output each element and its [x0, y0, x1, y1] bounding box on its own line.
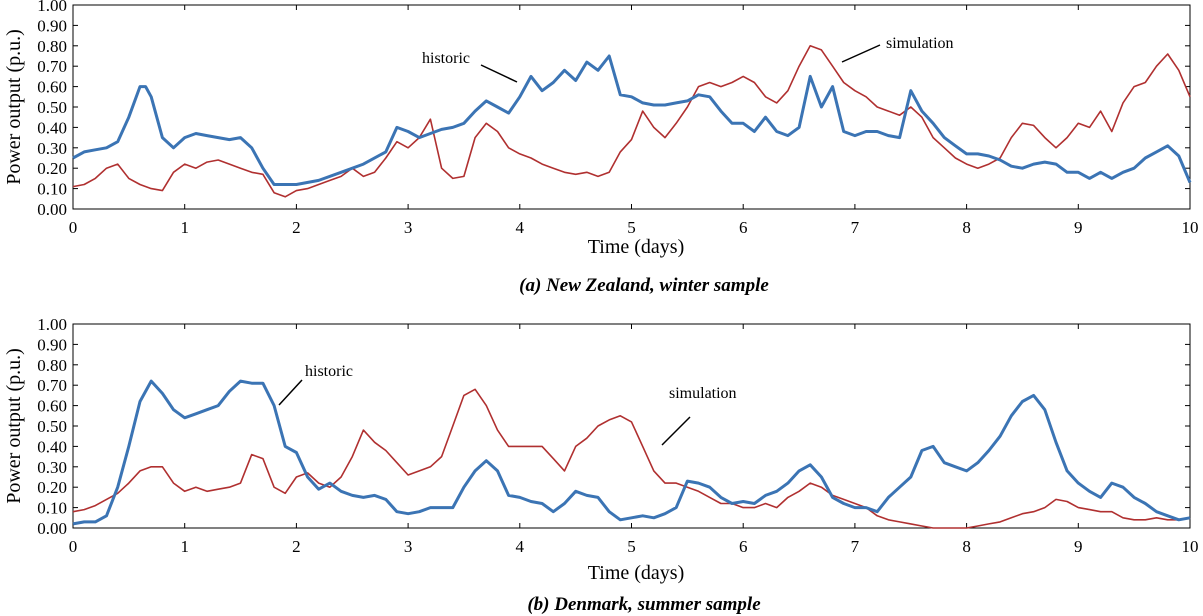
x-tick-label-b-6: 6 — [739, 537, 748, 556]
leader-line-simulation-b — [661, 416, 691, 446]
x-tick-label-b-1: 1 — [180, 537, 189, 556]
series-line-simulation-b — [72, 388, 1191, 529]
x-tick-label-b-4: 4 — [516, 537, 525, 556]
x-ticks-b: 0 1 2 3 4 5 6 7 8 9 10 — [69, 324, 1199, 556]
y-tick-label-a-5: 0.50 — [37, 98, 67, 117]
y-tick-label-b-10: 1.00 — [37, 315, 67, 334]
x-tick-label-a-10: 10 — [1182, 218, 1199, 237]
x-tick-label-b-7: 7 — [851, 537, 860, 556]
y-tick-label-a-3: 0.30 — [37, 139, 67, 158]
series-lines-b — [72, 379, 1191, 529]
x-tick-label-a-6: 6 — [739, 218, 748, 237]
x-tick-label-b-10: 10 — [1182, 537, 1199, 556]
y-ticks-b: 0.000.10 0.200.30 0.400.500.60 0.700.80 0.90… — [37, 315, 1190, 538]
x-ticks-a: 0 1 2 3 4 5 6 7 8 9 10 — [69, 5, 1199, 237]
x-tick-label-b-5: 5 — [627, 537, 636, 556]
x-tick-label-b-0: 0 — [69, 537, 78, 556]
y-tick-label-a-7: 0.70 — [37, 57, 67, 76]
y-tick-label-b-3: 0.30 — [37, 458, 67, 477]
y-tick-label-b-7: 0.70 — [37, 376, 67, 395]
x-tick-label-b-9: 9 — [1074, 537, 1083, 556]
y-axis-title-a: Power output (p.u.) — [3, 29, 25, 185]
y-tick-label-a-0: 0.00 — [37, 200, 67, 219]
y-tick-label-b-9: 0.90 — [37, 335, 67, 354]
series-lines-a — [72, 44, 1192, 198]
x-tick-label-a-4: 4 — [516, 218, 525, 237]
annotation-historic-b: historic — [305, 363, 353, 380]
caption-b: (b) Denmark, summer sample — [527, 594, 761, 615]
y-tick-label-b-2: 0.20 — [37, 478, 67, 497]
x-tick-label-a-3: 3 — [404, 218, 413, 237]
x-tick-label-a-5: 5 — [627, 218, 636, 237]
y-tick-label-a-10: 1.00 — [37, 0, 67, 15]
panel-a: 0.000.10 0.200.30 0.400.500.60 0.700.80 0.90… — [3, 0, 1199, 296]
x-tick-label-b-2: 2 — [292, 537, 301, 556]
y-tick-label-b-6: 0.60 — [37, 397, 67, 416]
series-line-historic-a — [72, 54, 1192, 186]
plot-frame-a — [72, 4, 1191, 210]
y-ticks-a: 0.000.10 0.200.30 0.400.500.60 0.700.80 0.90… — [37, 0, 1190, 219]
x-axis-title-b: Time (days) — [588, 562, 684, 584]
x-tick-label-a-1: 1 — [180, 218, 189, 237]
series-line-simulation-a — [72, 44, 1191, 198]
y-tick-label-b-1: 0.10 — [37, 499, 67, 518]
x-tick-label-a-7: 7 — [851, 218, 860, 237]
y-tick-label-b-8: 0.80 — [37, 356, 67, 375]
y-tick-label-b-0: 0.00 — [37, 519, 67, 538]
caption-a: (a) New Zealand, winter sample — [519, 275, 769, 296]
y-axis-title-b: Power output (p.u.) — [3, 348, 25, 504]
leader-line-historic-b — [278, 379, 303, 406]
x-tick-label-b-3: 3 — [404, 537, 413, 556]
annotation-simulation-b: simulation — [669, 385, 737, 402]
leader-line-historic-a — [480, 64, 518, 83]
panel-b: 0.000.10 0.200.30 0.400.500.60 0.700.80 0.90… — [3, 315, 1199, 615]
x-tick-label-a-2: 2 — [292, 218, 301, 237]
annotation-historic-a: historic — [422, 50, 470, 67]
y-tick-label-a-1: 0.10 — [37, 180, 67, 199]
y-tick-label-a-2: 0.20 — [37, 159, 67, 178]
x-tick-label-b-8: 8 — [962, 537, 971, 556]
y-tick-label-a-9: 0.90 — [37, 16, 67, 35]
series-line-historic-b — [72, 379, 1191, 526]
y-tick-label-b-4: 0.40 — [37, 437, 67, 456]
y-tick-label-b-5: 0.50 — [37, 417, 67, 436]
y-tick-label-a-6: 0.60 — [37, 78, 67, 97]
x-tick-label-a-0: 0 — [69, 218, 78, 237]
x-axis-title-a: Time (days) — [588, 236, 684, 258]
leader-line-simulation-a — [841, 44, 881, 63]
y-tick-label-a-4: 0.40 — [37, 118, 67, 137]
plot-frame-b — [72, 323, 1191, 529]
x-tick-label-a-8: 8 — [962, 218, 971, 237]
annotation-simulation-a: simulation — [886, 35, 954, 52]
y-tick-label-a-8: 0.80 — [37, 37, 67, 56]
x-tick-label-a-9: 9 — [1074, 218, 1083, 237]
